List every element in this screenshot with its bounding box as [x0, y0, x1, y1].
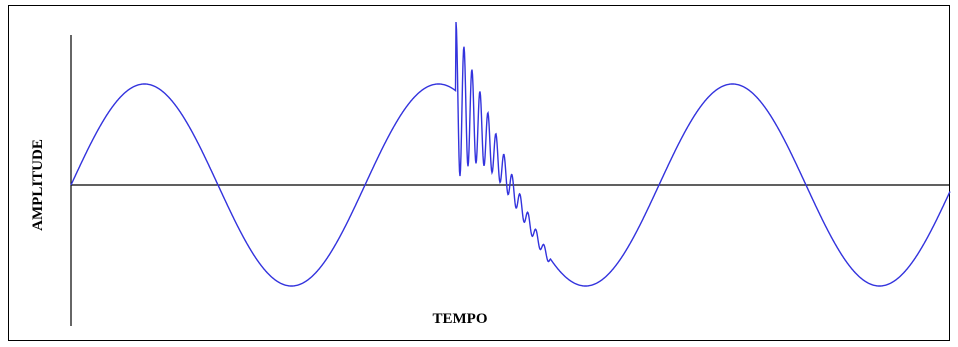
x-axis-label: TEMPO	[433, 311, 488, 327]
y-axis-label: AMPLITUDE	[30, 139, 46, 231]
frame	[8, 5, 950, 341]
waveform	[70, 21, 951, 287]
